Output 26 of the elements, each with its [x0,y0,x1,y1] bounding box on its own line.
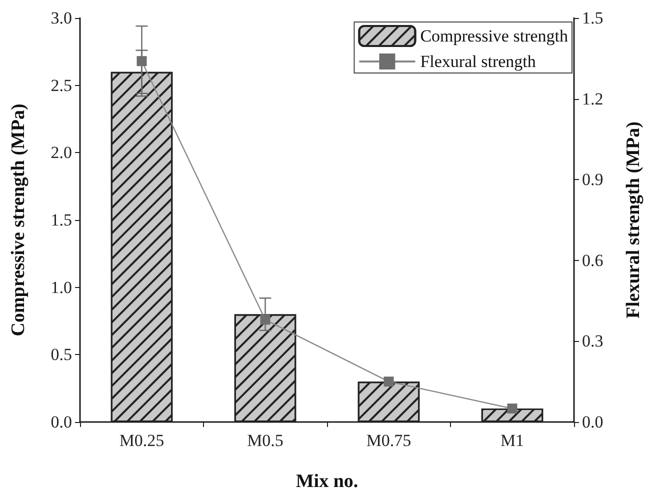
x-tick-label: M0.75 [366,431,412,450]
y-tick-label: 0.0 [50,412,72,432]
y2-tick-label: 0.3 [582,332,604,351]
y-tick-label: 0.5 [50,345,72,364]
x-axis-title: Mix no. [296,471,358,492]
legend-label: Compressive strength [420,26,568,46]
y2-tick-label: 1.2 [582,89,604,108]
point [136,56,147,66]
y2-tick-label: 0.9 [582,170,604,190]
y-tick-label: 1.5 [50,210,72,230]
y2-tick-label: 0.0 [582,412,604,432]
legend-label: Flexural strength [420,52,536,71]
point [384,376,394,387]
y2-axis-title: Flexural strength (MPa) [623,122,644,318]
y-axis-title: Compressive strength (MPa) [8,104,29,336]
point [507,404,518,414]
y2-tick-label: 0.6 [582,250,604,270]
point [260,314,270,325]
x-tick-label: M1 [500,431,524,450]
y-tick-label: 1.0 [50,278,72,297]
y-tick-label: 2.0 [50,143,72,162]
x-tick-label: M0.5 [247,431,284,450]
y2-tick-label: 1.5 [582,8,604,28]
y-tick-label: 3.0 [50,8,72,28]
x-tick-label: M0.25 [119,431,164,450]
y-tick-label: 2.5 [50,76,72,95]
